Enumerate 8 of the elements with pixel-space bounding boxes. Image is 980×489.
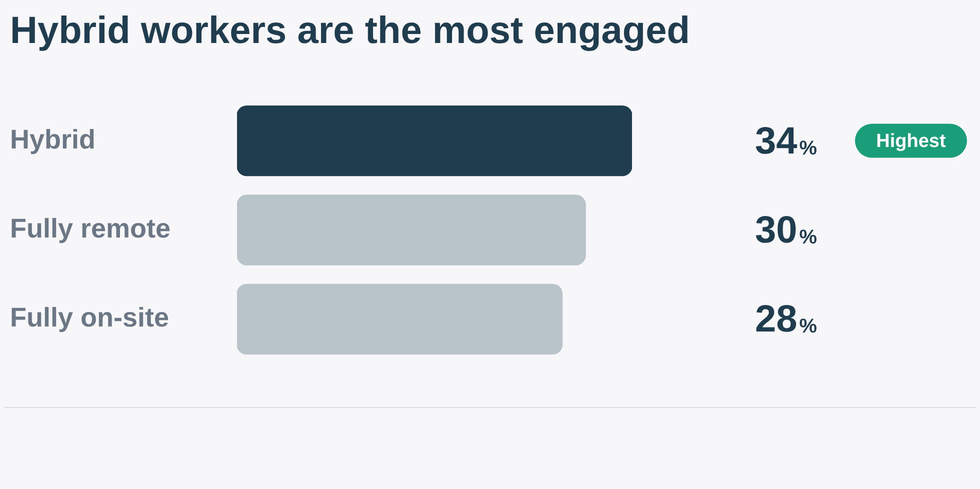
data-label: 30% <box>755 209 818 252</box>
chart-title: Hybrid workers are the most engaged <box>10 10 690 53</box>
y-tick-label: Fully on-site <box>10 302 170 333</box>
text: Highest <box>876 131 946 152</box>
y-tick-label: Hybrid <box>10 124 96 154</box>
y-tick-label: Fully remote <box>10 213 171 244</box>
data-label: 34% <box>755 120 818 162</box>
data-label: 28% <box>755 298 818 341</box>
